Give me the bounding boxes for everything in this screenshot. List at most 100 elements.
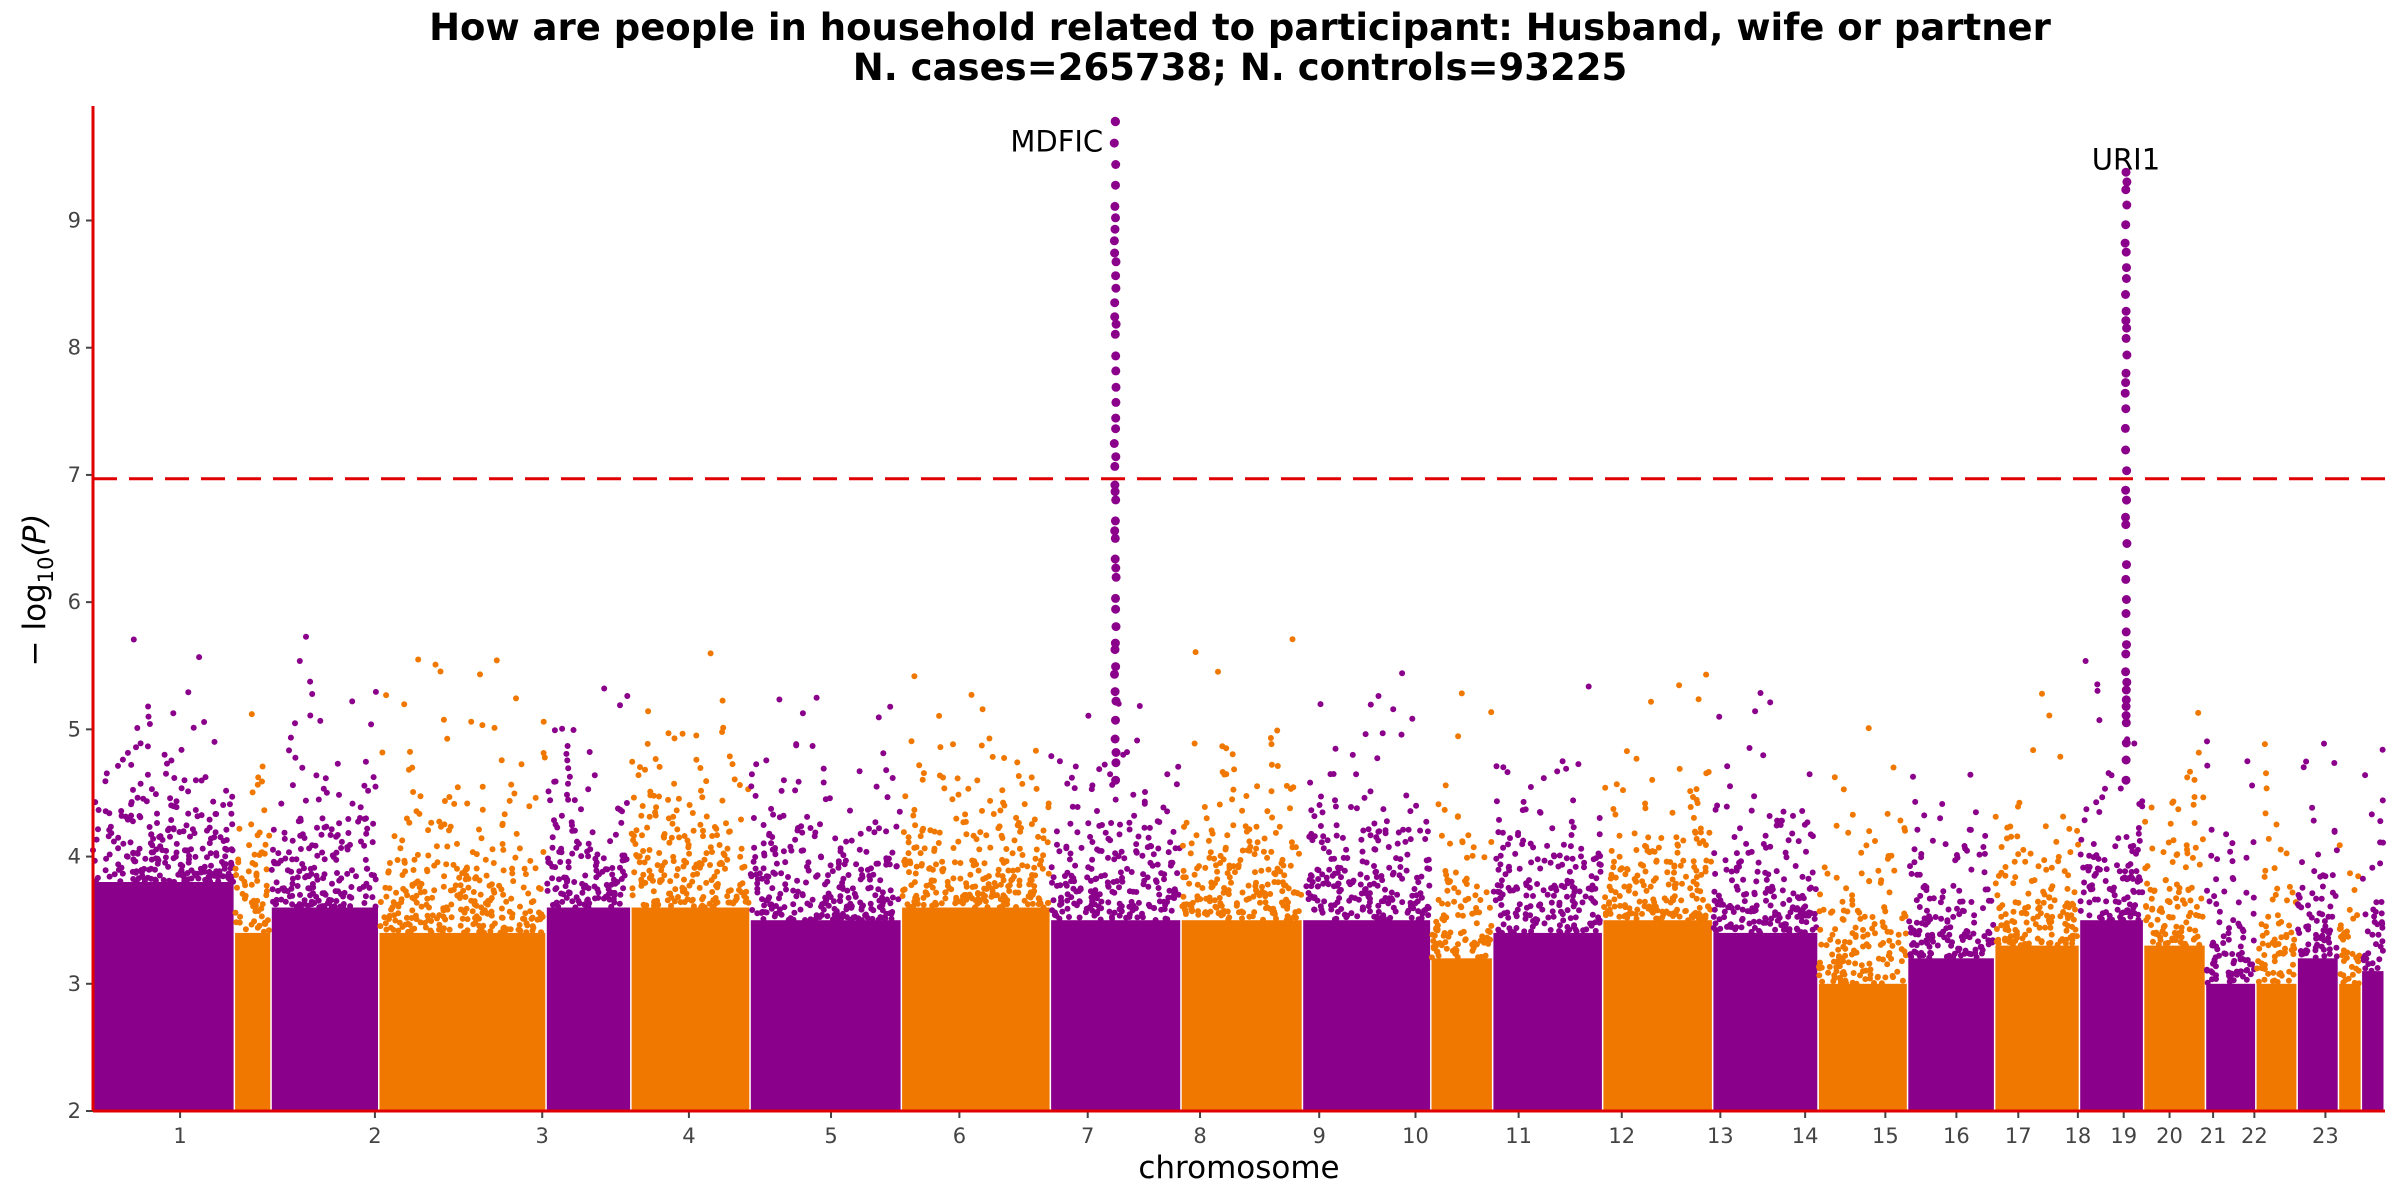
snp-point xyxy=(2377,860,2384,867)
snp-point xyxy=(405,920,412,927)
snp-point xyxy=(440,716,447,723)
snp-point xyxy=(2082,658,2089,664)
snp-point xyxy=(1817,926,1824,933)
snp-point xyxy=(883,828,890,835)
snp-point xyxy=(2230,876,2237,883)
snp-point xyxy=(1608,847,1615,854)
snp-point xyxy=(726,753,733,760)
snp-point xyxy=(1219,769,1226,775)
snp-point xyxy=(778,911,785,918)
snp-point xyxy=(459,915,466,922)
snp-point xyxy=(388,906,395,913)
snp-point xyxy=(565,889,572,896)
snp-point xyxy=(700,827,706,834)
y-tick-label: 6 xyxy=(68,590,81,614)
snp-point xyxy=(1211,855,1218,862)
snp-point xyxy=(220,873,226,880)
snp-point xyxy=(281,829,288,836)
snp-point xyxy=(737,853,744,860)
snp-point xyxy=(2244,758,2251,765)
snp-point xyxy=(926,865,933,872)
snp-point xyxy=(1135,833,1142,840)
snp-point xyxy=(1224,870,1231,877)
snp-point xyxy=(1730,909,1737,915)
snp-point xyxy=(1612,811,1619,818)
peak-snp-point xyxy=(1109,236,1119,246)
snp-point xyxy=(328,826,335,833)
snp-point xyxy=(540,750,547,756)
snp-point xyxy=(1843,885,1850,892)
snp-point xyxy=(2271,958,2278,965)
chromosome-block-20 xyxy=(2144,945,2205,1111)
snp-point xyxy=(949,796,956,803)
snp-point xyxy=(951,859,958,866)
snp-point xyxy=(320,875,327,882)
snp-point xyxy=(1913,919,1920,926)
snp-point xyxy=(2214,946,2221,953)
snp-point xyxy=(456,874,463,881)
snp-point xyxy=(226,801,233,808)
snp-point xyxy=(724,845,731,852)
snp-point xyxy=(397,845,404,852)
snp-point xyxy=(145,703,152,710)
snp-point xyxy=(189,826,196,833)
snp-point xyxy=(942,889,949,896)
snp-point xyxy=(694,870,701,877)
snp-point xyxy=(1098,905,1105,912)
snp-point xyxy=(1380,806,1387,813)
snp-point xyxy=(1795,838,1802,845)
snp-point xyxy=(920,770,927,777)
snp-point xyxy=(353,873,359,880)
snp-point xyxy=(911,673,918,680)
snp-point xyxy=(1455,912,1462,918)
snp-point xyxy=(2243,889,2250,896)
snp-point xyxy=(1404,851,1411,858)
snp-point xyxy=(190,724,197,731)
snp-point xyxy=(2296,894,2303,901)
chromosome-block-21 xyxy=(2206,983,2256,1111)
snp-point xyxy=(102,778,109,785)
snp-point xyxy=(1052,909,1058,916)
snp-point xyxy=(2204,887,2210,894)
snp-point xyxy=(175,871,182,878)
snp-point xyxy=(1875,955,1882,962)
snp-point xyxy=(1943,953,1950,960)
snp-point xyxy=(1162,902,1169,909)
snp-point xyxy=(1399,899,1406,906)
snp-point xyxy=(1924,907,1930,914)
snp-point xyxy=(433,843,440,850)
snp-point xyxy=(1426,882,1433,889)
snp-point xyxy=(1126,826,1133,833)
snp-point xyxy=(1884,810,1891,817)
snp-point xyxy=(106,810,113,817)
peak-snp-point xyxy=(1111,604,1121,614)
snp-point xyxy=(1558,908,1564,915)
snp-point xyxy=(1433,924,1440,931)
snp-point xyxy=(321,856,328,863)
snp-point xyxy=(887,703,894,710)
snp-point xyxy=(448,901,455,908)
snp-point xyxy=(1105,854,1111,861)
snp-point xyxy=(302,797,309,804)
snp-point xyxy=(1253,823,1260,830)
snp-point xyxy=(1767,699,1774,706)
snp-point xyxy=(1840,786,1847,793)
snp-point xyxy=(1670,897,1677,904)
snp-point xyxy=(148,849,155,856)
snp-point xyxy=(1763,876,1770,883)
snp-point xyxy=(1123,914,1130,921)
snp-point xyxy=(1690,878,1697,885)
snp-point xyxy=(877,877,884,884)
snp-point xyxy=(273,879,280,886)
snp-point xyxy=(1575,761,1582,768)
snp-point xyxy=(696,884,703,891)
snp-point xyxy=(2108,772,2115,779)
snp-point xyxy=(1950,913,1957,920)
snp-point xyxy=(782,881,789,888)
snp-point xyxy=(1418,894,1425,901)
snp-point xyxy=(1133,841,1140,848)
chromosome-block-19 xyxy=(2080,920,2143,1111)
snp-point xyxy=(804,813,811,820)
snp-point xyxy=(1306,876,1313,883)
